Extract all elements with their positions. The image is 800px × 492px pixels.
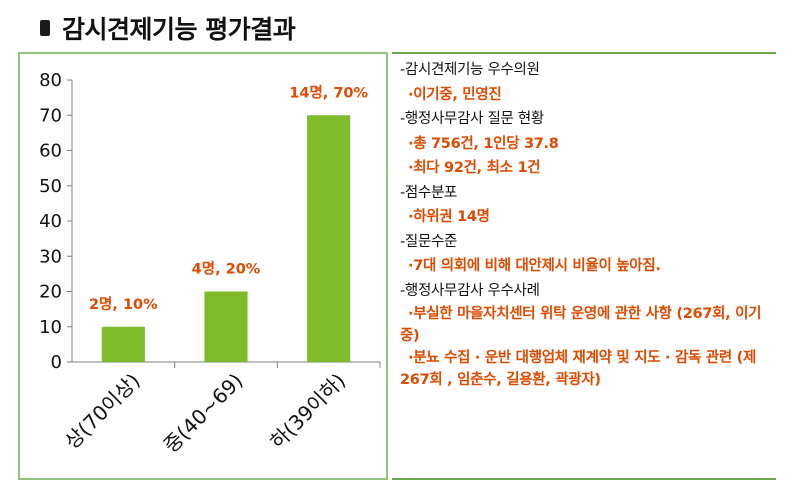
panel-bottom-divider bbox=[392, 478, 776, 480]
summary-detail: ·하위권 14명 bbox=[408, 209, 490, 225]
chart-frame: 0 10 20 30 40 50 60 70 80 2명, 10% 상(70이상) 4명, 20% 중(… bbox=[18, 52, 388, 480]
y-tick-label: 30 bbox=[39, 246, 62, 267]
summary-detail: ·이기중, 민영진 bbox=[408, 86, 502, 103]
y-tick-label: 10 bbox=[39, 317, 62, 338]
page-title: 감시견제기능 평가결과 bbox=[62, 15, 296, 44]
summary-detail: ·분뇨 수집 · 운반 대행업체 재계약 및 지도 · 감독 관련 (제267회… bbox=[400, 350, 757, 388]
data-label: 14명, 70% bbox=[289, 83, 368, 101]
x-category-label: 하(39이하) bbox=[265, 369, 350, 454]
y-tick-label: 40 bbox=[39, 211, 62, 232]
bar-chart: 0 10 20 30 40 50 60 70 80 2명, 10% 상(70이상) 4명, 20% 중(… bbox=[39, 70, 381, 458]
y-tick-label: 70 bbox=[39, 105, 62, 126]
summary-heading: -점수분포 bbox=[400, 184, 458, 201]
y-tick-label: 60 bbox=[39, 141, 62, 162]
summary-heading: -행정사무감사 질문 현황 bbox=[400, 111, 544, 127]
summary-detail: ·최다 92건, 최소 1건 bbox=[408, 160, 541, 176]
summary-detail: ·7대 의회에 비해 대안제시 비율이 높아짐. bbox=[408, 258, 661, 274]
y-tick-label: 50 bbox=[39, 176, 62, 197]
summary-detail: ·총 756건, 1인당 37.8 bbox=[408, 135, 559, 152]
title-bullet-icon bbox=[40, 20, 50, 36]
x-category-label: 중(40~69) bbox=[159, 369, 248, 458]
data-label: 4명, 20% bbox=[192, 260, 261, 278]
bar bbox=[101, 326, 145, 362]
x-category-label: 상(70이상) bbox=[60, 369, 145, 454]
data-label: 2명, 10% bbox=[89, 295, 158, 313]
summary-lines: -감시견제기능 우수의원 ·이기중, 민영진 -행정사무감사 질문 현황 ·총 756… bbox=[400, 58, 772, 391]
summary-heading: -행정사무감사 우수사례 bbox=[400, 282, 540, 299]
y-tick-label: 80 bbox=[39, 70, 62, 91]
summary-panel: -감시견제기능 우수의원 ·이기중, 민영진 -행정사무감사 질문 현황 ·총 756… bbox=[392, 52, 776, 480]
bar bbox=[204, 291, 248, 362]
y-tick-label: 0 bbox=[51, 352, 62, 373]
panel-top-divider bbox=[392, 52, 776, 54]
summary-heading: -질문수준 bbox=[400, 233, 458, 250]
summary-detail: ·부실한 마을자치센터 위탁 운영에 관한 사항 (267회, 이기중) bbox=[400, 306, 762, 344]
summary-heading: -감시견제기능 우수의원 bbox=[400, 62, 540, 78]
page-title-area: 감시견제기능 평가결과 bbox=[40, 8, 296, 48]
y-tick-label: 20 bbox=[39, 282, 62, 303]
bar bbox=[307, 115, 351, 362]
